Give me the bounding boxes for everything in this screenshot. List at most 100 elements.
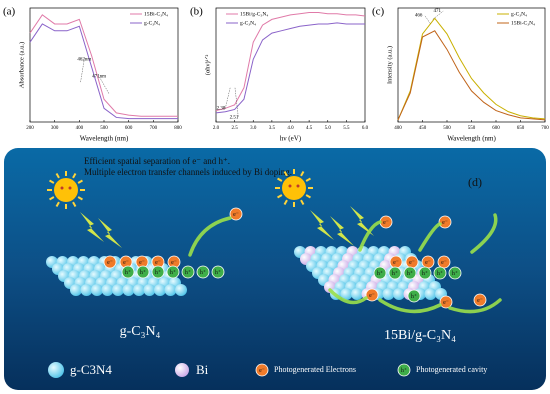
x-tick-label: 800 xyxy=(174,126,182,131)
sun-ray xyxy=(283,199,288,205)
light-bolt xyxy=(350,206,374,236)
x-tick-label: 6.0 xyxy=(362,126,369,131)
annotation: 2.38 xyxy=(217,106,226,111)
hole-label: h⁺ xyxy=(125,269,131,276)
sun-ray xyxy=(55,173,60,179)
data-line xyxy=(397,30,546,121)
x-tick-label: 600 xyxy=(492,126,500,131)
data-line xyxy=(215,22,365,114)
transfer-arrow xyxy=(328,288,368,305)
electron xyxy=(438,215,452,229)
hole xyxy=(388,266,402,280)
electron-label: e⁻ xyxy=(123,260,129,266)
x-tick-label: 700 xyxy=(150,126,158,131)
electron xyxy=(473,293,487,307)
transfer-arrow xyxy=(448,298,502,314)
hole-label: h⁺ xyxy=(411,293,417,300)
hole-label: h⁺ xyxy=(215,269,221,276)
sun-ray xyxy=(77,196,83,201)
electron xyxy=(103,255,117,269)
diagram-text: Efficient spatial separation of e⁻ and h… xyxy=(84,156,230,166)
electron-label: e⁻ xyxy=(107,260,113,266)
electron-label: e⁻ xyxy=(233,212,239,218)
electron-label: e⁻ xyxy=(155,260,161,266)
electron-label: e⁻ xyxy=(441,260,447,266)
x-tick-label: 500 xyxy=(443,126,451,131)
legend-c3n4 xyxy=(48,362,64,378)
electron-label: e⁻ xyxy=(393,260,399,266)
hole-label: h⁺ xyxy=(401,367,407,374)
electron-label: e⁻ xyxy=(369,293,375,299)
sun-ray xyxy=(305,194,311,199)
annotation: 2.51 xyxy=(230,116,239,121)
legend-label: 15Bi-C₃N₄ xyxy=(144,11,168,17)
electron-label: e⁻ xyxy=(383,220,389,226)
c3n4-atom xyxy=(70,284,82,296)
electron-label: e⁻ xyxy=(477,298,483,304)
c3n4-atom xyxy=(133,284,145,296)
legend-label: g-C₃N₄ xyxy=(144,20,160,26)
data-line xyxy=(29,14,178,117)
hole xyxy=(397,363,411,377)
hole-label: h⁺ xyxy=(185,269,191,276)
x-tick-label: 400 xyxy=(394,126,402,131)
annotation-leader xyxy=(98,76,110,94)
transfer-arrow xyxy=(358,220,382,252)
legend-label: Photogenerated Electrons xyxy=(274,365,356,374)
electron-label: e⁻ xyxy=(139,260,145,266)
x-tick-label: 3.0 xyxy=(250,126,257,131)
x-tick-label: 700 xyxy=(541,126,549,131)
electron-label: e⁻ xyxy=(409,260,415,266)
c3n4-atom xyxy=(424,288,437,300)
sun-ray xyxy=(72,173,77,179)
y-axis-title: Intensity (a.u.) xyxy=(386,46,393,84)
data-line xyxy=(29,23,178,120)
sun-ray xyxy=(277,177,283,182)
panel-label: (c) xyxy=(372,6,385,18)
diagram-text: Multiple electron transfer channels indu… xyxy=(84,167,292,177)
sun-eye xyxy=(60,186,64,190)
transfer-arrow xyxy=(470,213,498,254)
c3n4-atom xyxy=(143,284,156,296)
sun-ray xyxy=(300,199,305,205)
annotation: 466 xyxy=(415,13,423,18)
c3n4-atom xyxy=(91,284,103,296)
x-tick-label: 5.0 xyxy=(325,126,332,131)
c3n4-atom xyxy=(154,284,166,296)
c3n4-atom xyxy=(80,284,93,296)
x-tick-label: 2.5 xyxy=(232,126,239,131)
hole-label: h⁺ xyxy=(437,270,443,277)
sun-ray xyxy=(277,194,283,199)
y-axis-title: (αhν)¹ᐟ² xyxy=(204,55,211,76)
hole-label: h⁺ xyxy=(452,270,458,277)
legend-label: Photogenerated cavity xyxy=(416,365,487,374)
hole xyxy=(407,289,421,303)
electron-label: e⁻ xyxy=(442,220,448,226)
electron xyxy=(437,255,451,269)
legend-label: 15Bi/g-C₃N₄ xyxy=(240,11,268,17)
legend-label: g-C3N4 xyxy=(70,362,112,377)
c3n4-atom xyxy=(101,284,114,296)
legend-label: 15Bi-C₃N₄ xyxy=(511,20,535,26)
c3n4-atom xyxy=(340,288,353,300)
hole-label: h⁺ xyxy=(407,270,413,277)
hole xyxy=(211,265,225,279)
panel-label: (d) xyxy=(468,175,482,189)
y-axis-title: Absorbance (a.u.) xyxy=(18,42,25,88)
electron xyxy=(229,207,243,221)
legend-label: Bi xyxy=(196,362,209,377)
hole-label: h⁺ xyxy=(170,269,176,276)
x-tick-label: 3.5 xyxy=(269,126,276,131)
hole-label: h⁺ xyxy=(377,270,383,277)
x-tick-label: 550 xyxy=(468,126,476,131)
sun xyxy=(54,178,78,202)
hole-label: h⁺ xyxy=(155,269,161,276)
c3n4-atom xyxy=(393,288,405,300)
hole xyxy=(196,265,210,279)
hole xyxy=(373,266,387,280)
annotation-leader xyxy=(80,59,85,83)
c3n4-atom xyxy=(112,284,124,296)
sun-eye xyxy=(68,186,72,190)
sun-ray xyxy=(305,177,311,182)
